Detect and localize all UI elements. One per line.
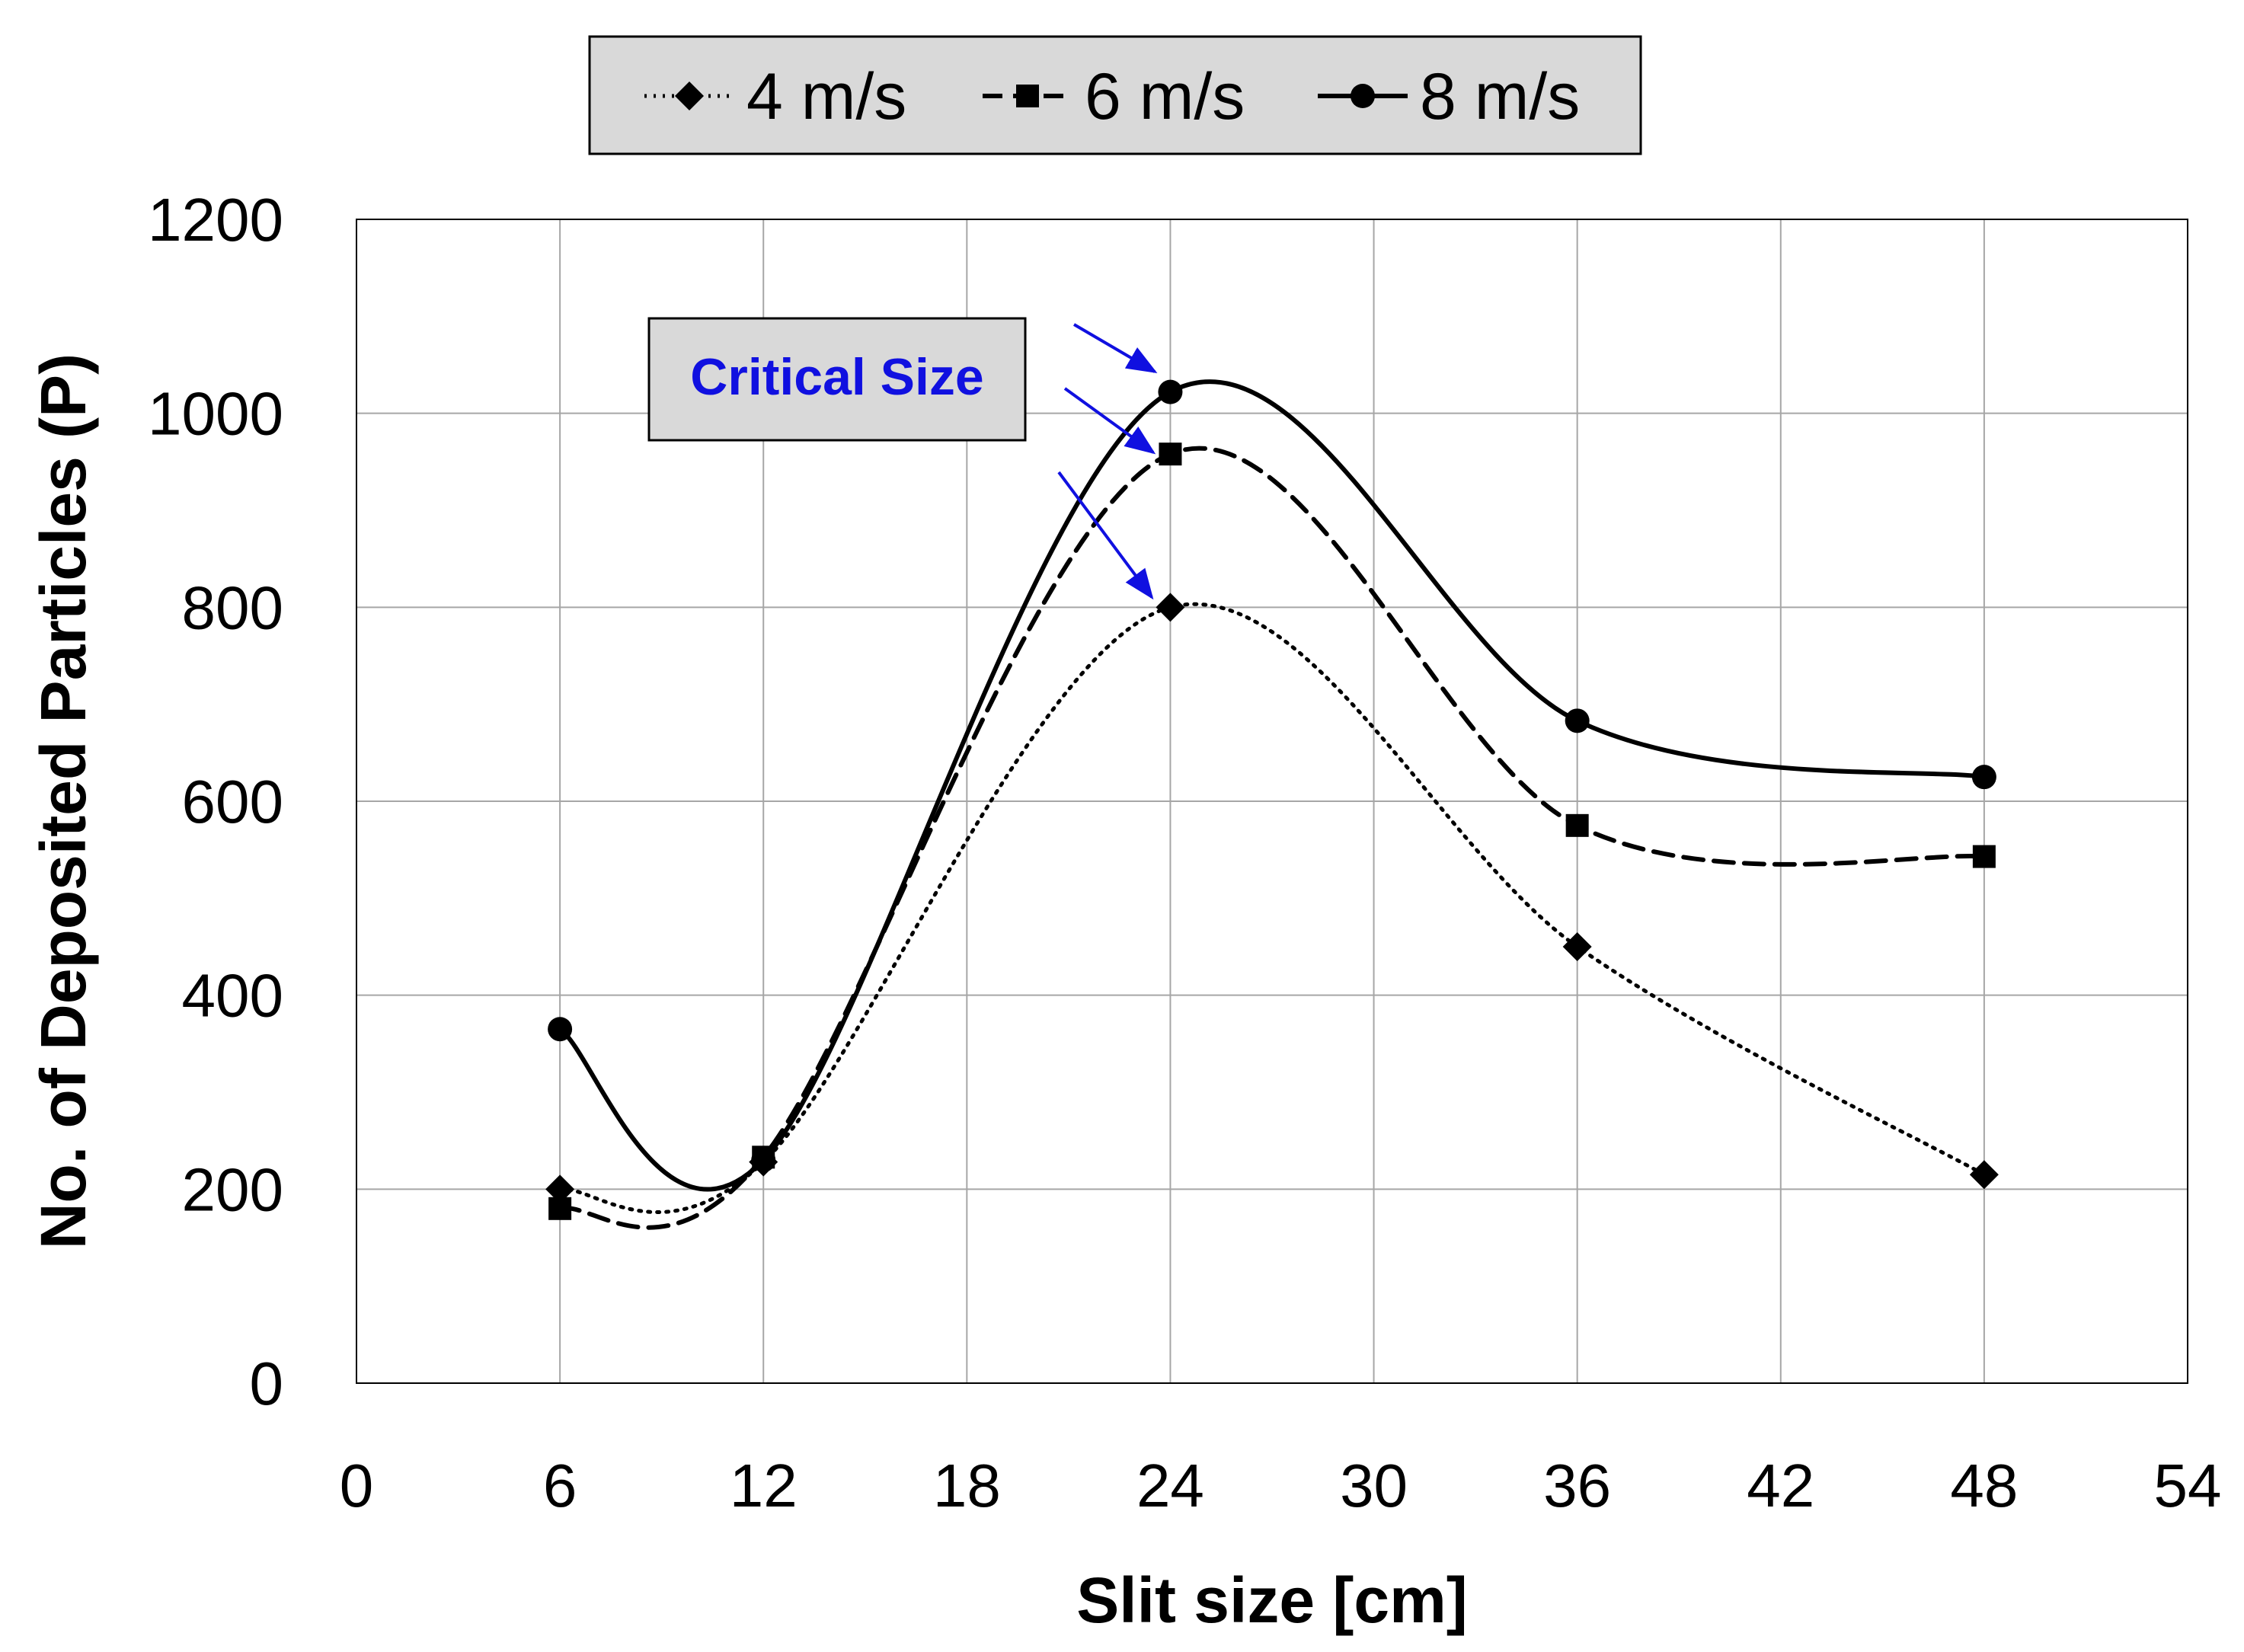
legend-label: 6 m/s — [1085, 60, 1245, 133]
data-point-square — [548, 1197, 572, 1220]
series-line — [558, 379, 1987, 1192]
x-tick-label: 6 — [543, 1452, 577, 1519]
legend-items: 4 m/s 6 m/s 8 m/s — [644, 60, 1580, 133]
annotation-arrow-4ms — [1057, 471, 1154, 600]
y-tick-label: 1000 — [148, 380, 283, 448]
legend-item: 6 m/s — [983, 60, 1245, 133]
x-tick-label: 12 — [730, 1452, 798, 1519]
y-tick-label: 800 — [182, 574, 283, 641]
y-tick-label: 0 — [250, 1350, 284, 1417]
y-tick-label: 400 — [182, 962, 283, 1030]
y-axis-title: No. of Deposited Particles (P) — [27, 353, 99, 1249]
critical-size-annotation: Critical Size — [647, 317, 1158, 600]
x-tick-label: 36 — [1543, 1452, 1611, 1519]
legend-box — [588, 35, 1642, 155]
data-point-diamond — [1969, 1160, 1999, 1190]
y-tick-label: 600 — [182, 768, 283, 836]
legend-label: 4 m/s — [746, 60, 906, 133]
y-tick-label: 200 — [182, 1155, 283, 1223]
annotation-arrow-6ms — [1063, 387, 1156, 455]
x-tick-label: 0 — [340, 1452, 374, 1519]
plot-border — [356, 219, 2188, 1384]
x-axis-ticks: 0 6 12 18 24 30 36 42 48 54 — [340, 1452, 2222, 1519]
legend-marker-square — [1016, 85, 1039, 107]
x-tick-label: 24 — [1136, 1452, 1204, 1519]
data-point-circle — [1971, 765, 1996, 790]
y-tick-label: 1200 — [148, 186, 283, 254]
legend-marker-diamond — [675, 81, 704, 110]
legend-label: 8 m/s — [1420, 60, 1580, 133]
data-point-circle — [548, 1017, 573, 1042]
data-point-square — [1972, 845, 1996, 868]
data-point-diamond — [545, 1174, 575, 1204]
data-point-square — [1565, 813, 1589, 837]
x-tick-label: 30 — [1340, 1452, 1408, 1519]
data-point-circle — [1158, 379, 1183, 404]
data-point-diamond — [1156, 593, 1185, 622]
x-axis-title: Slit size [cm] — [1076, 1564, 1467, 1636]
legend-marker-circle — [1351, 84, 1375, 108]
series-group — [545, 379, 1999, 1230]
data-point-square — [1159, 443, 1182, 466]
annotation-box — [647, 317, 1027, 442]
x-tick-label: 54 — [2154, 1452, 2222, 1519]
y-axis-ticks: 0 200 400 600 800 1000 1200 — [148, 186, 283, 1417]
legend: 4 m/s 6 m/s 8 m/s — [588, 35, 1642, 155]
x-tick-label: 48 — [1950, 1452, 2018, 1519]
x-tick-label: 42 — [1747, 1452, 1814, 1519]
legend-item: 4 m/s — [644, 60, 906, 133]
series-6-m-s — [548, 443, 1996, 1230]
series-8-m-s — [548, 379, 1996, 1192]
annotation-text: Critical Size — [690, 348, 984, 406]
legend-item: 8 m/s — [1318, 60, 1580, 133]
data-point-circle — [1565, 708, 1590, 733]
data-point-diamond — [1562, 932, 1592, 961]
annotation-arrow-8ms — [1072, 323, 1158, 374]
data-point-circle — [751, 1148, 776, 1173]
x-tick-label: 18 — [933, 1452, 1001, 1519]
